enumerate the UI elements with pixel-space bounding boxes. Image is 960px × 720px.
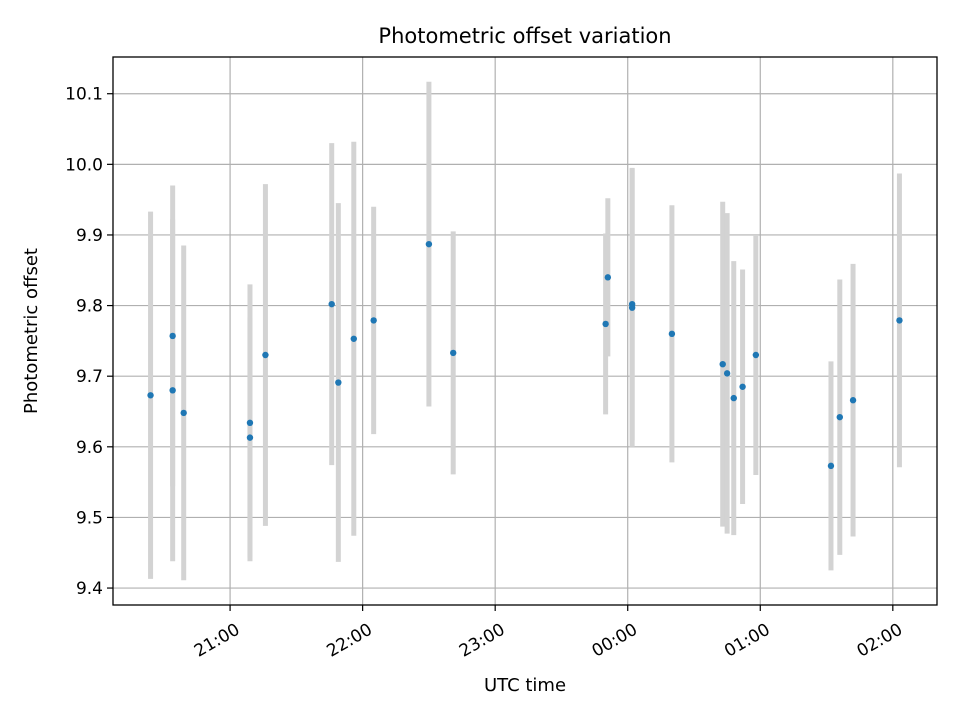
data-point	[147, 392, 154, 399]
data-point	[169, 332, 176, 340]
data-point	[628, 304, 636, 311]
x-tick-label: 00:00	[589, 620, 641, 662]
data-point	[849, 397, 857, 404]
grid	[113, 57, 937, 605]
data-point	[752, 351, 760, 359]
y-axis-title: Photometric offset	[21, 248, 42, 414]
data-point	[896, 317, 903, 324]
y-tick-label: 10.0	[65, 155, 103, 175]
y-tick-label: 9.4	[76, 579, 103, 599]
data-point	[350, 335, 357, 342]
data-point	[739, 383, 746, 390]
x-tick-label: 02:00	[854, 620, 906, 662]
data-point	[425, 240, 433, 248]
data-point	[730, 394, 737, 402]
x-tick-label: 21:00	[191, 620, 243, 662]
data-point	[246, 434, 254, 441]
data-points	[147, 240, 903, 470]
data-point	[335, 379, 342, 386]
data-point	[180, 409, 187, 417]
y-tick-label: 9.5	[76, 508, 103, 528]
data-point	[836, 413, 843, 421]
data-point	[450, 349, 457, 357]
data-point	[328, 300, 335, 308]
data-point	[370, 317, 377, 324]
data-point	[827, 462, 835, 470]
y-tick-label: 10.1	[65, 85, 103, 105]
x-tick-label: 01:00	[721, 620, 773, 662]
x-tick-label: 22:00	[323, 620, 375, 662]
error-bars	[148, 81, 902, 581]
y-tick-label: 9.7	[76, 367, 103, 387]
y-tick-label: 9.9	[76, 226, 103, 246]
data-point	[723, 370, 731, 377]
x-tick-label: 23:00	[456, 620, 508, 662]
data-point	[668, 330, 676, 338]
plot-frame	[112, 56, 938, 606]
data-point	[604, 274, 612, 281]
y-tick-label: 9.6	[76, 438, 103, 458]
y-axis-ticks: 9.4 9.5 9.6 9.7 9.8 9.9 10.0 10.1	[65, 85, 113, 599]
y-tick-label: 9.8	[76, 297, 103, 317]
data-point	[262, 351, 269, 359]
chart-title: Photometric offset variation	[378, 24, 671, 48]
data-point	[169, 387, 176, 394]
data-point	[602, 320, 609, 328]
x-axis-ticks: 21:00 22:00 23:00 00:00 01:00 02:00	[191, 605, 906, 662]
x-axis-title: UTC time	[484, 675, 566, 696]
data-point	[719, 360, 726, 368]
data-point	[246, 419, 254, 427]
